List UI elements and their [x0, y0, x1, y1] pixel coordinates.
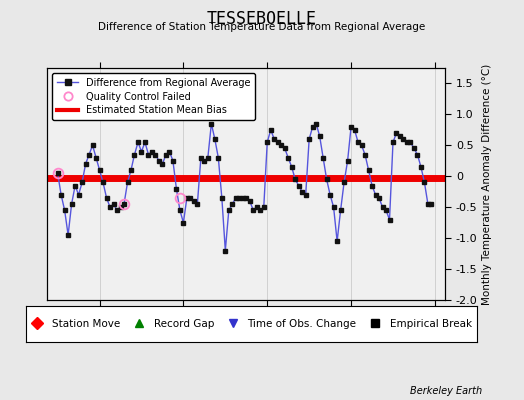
Text: Berkeley Earth: Berkeley Earth: [410, 386, 482, 396]
Legend: Difference from Regional Average, Quality Control Failed, Estimated Station Mean: Difference from Regional Average, Qualit…: [52, 73, 255, 120]
Text: Difference of Station Temperature Data from Regional Average: Difference of Station Temperature Data f…: [99, 22, 425, 32]
Y-axis label: Monthly Temperature Anomaly Difference (°C): Monthly Temperature Anomaly Difference (…: [482, 63, 492, 305]
Text: TESSEBOELLE: TESSEBOELLE: [207, 10, 317, 28]
Legend: Station Move, Record Gap, Time of Obs. Change, Empirical Break: Station Move, Record Gap, Time of Obs. C…: [28, 316, 475, 332]
